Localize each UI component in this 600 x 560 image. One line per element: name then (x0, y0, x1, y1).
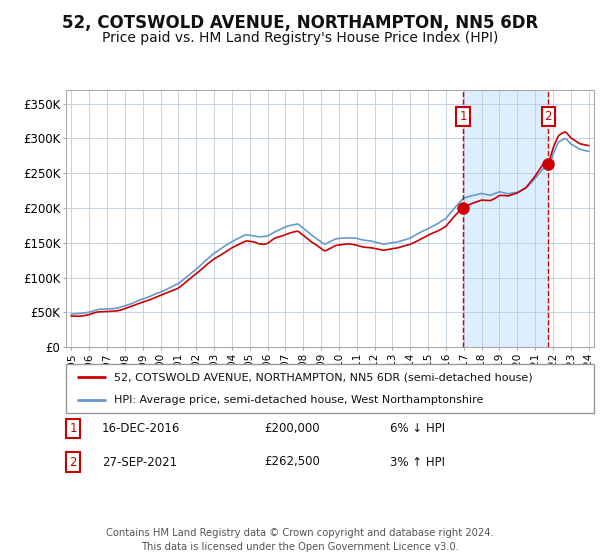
Text: Contains HM Land Registry data © Crown copyright and database right 2024.
This d: Contains HM Land Registry data © Crown c… (106, 528, 494, 552)
Text: 27-SEP-2021: 27-SEP-2021 (102, 455, 177, 469)
Text: 1: 1 (460, 110, 467, 123)
Text: 3% ↑ HPI: 3% ↑ HPI (390, 455, 445, 469)
Text: 2: 2 (70, 455, 77, 469)
Bar (463, 90, 548, 347)
Text: HPI: Average price, semi-detached house, West Northamptonshire: HPI: Average price, semi-detached house,… (113, 395, 483, 405)
Text: 1: 1 (70, 422, 77, 435)
Text: Price paid vs. HM Land Registry's House Price Index (HPI): Price paid vs. HM Land Registry's House … (102, 31, 498, 45)
Text: £262,500: £262,500 (264, 455, 320, 469)
Text: 52, COTSWOLD AVENUE, NORTHAMPTON, NN5 6DR: 52, COTSWOLD AVENUE, NORTHAMPTON, NN5 6D… (62, 14, 538, 32)
Text: 2: 2 (545, 110, 552, 123)
Text: 6% ↓ HPI: 6% ↓ HPI (390, 422, 445, 435)
Text: 16-DEC-2016: 16-DEC-2016 (102, 422, 181, 435)
Text: 52, COTSWOLD AVENUE, NORTHAMPTON, NN5 6DR (semi-detached house): 52, COTSWOLD AVENUE, NORTHAMPTON, NN5 6D… (113, 372, 532, 382)
Text: £200,000: £200,000 (264, 422, 320, 435)
